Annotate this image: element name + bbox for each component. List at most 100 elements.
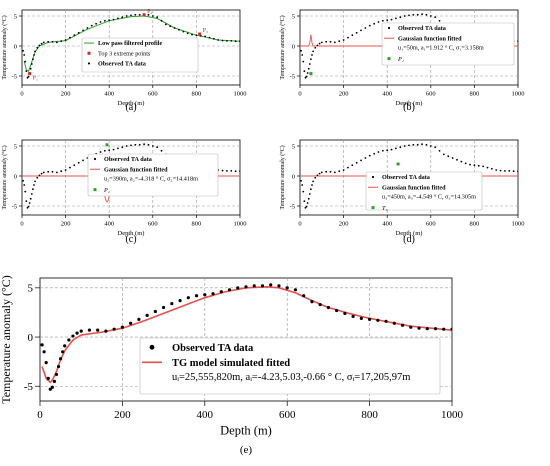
observed-point bbox=[147, 13, 150, 16]
x-tick-label: 400 bbox=[104, 221, 114, 228]
legend-entry: P₂ bbox=[103, 187, 110, 194]
observed-point bbox=[381, 149, 384, 152]
observed-point bbox=[121, 16, 124, 19]
y-tick-label: 5 bbox=[292, 13, 295, 20]
observed-point bbox=[42, 350, 46, 354]
y-tick-label: 0 bbox=[292, 43, 295, 50]
observed-point bbox=[252, 284, 256, 288]
observed-point bbox=[390, 18, 393, 21]
observed-point bbox=[325, 40, 328, 43]
observed-point bbox=[211, 292, 215, 296]
observed-point bbox=[112, 327, 116, 331]
observed-point bbox=[307, 67, 310, 70]
observed-point bbox=[244, 285, 248, 289]
observed-point bbox=[360, 29, 362, 32]
observed-point bbox=[477, 164, 480, 167]
observed-point bbox=[178, 28, 180, 31]
y-tick-label: 5 bbox=[14, 143, 17, 150]
y-tick-label: 5 bbox=[292, 143, 295, 150]
observed-point bbox=[303, 200, 306, 203]
observed-point bbox=[342, 39, 345, 41]
peak-marker bbox=[396, 162, 400, 166]
observed-point bbox=[473, 164, 476, 167]
observed-point bbox=[236, 286, 240, 290]
observed-point bbox=[517, 170, 518, 173]
observed-point bbox=[73, 34, 76, 37]
observed-point bbox=[320, 171, 323, 174]
legend-box bbox=[81, 37, 199, 73]
observed-point bbox=[355, 161, 358, 164]
observed-point bbox=[342, 169, 345, 171]
x-axis-label: Depth (m) bbox=[118, 100, 145, 107]
observed-point bbox=[442, 153, 445, 156]
observed-point bbox=[54, 372, 59, 377]
y-tick-label: 0 bbox=[292, 173, 295, 180]
x-tick-label: 1000 bbox=[512, 221, 525, 228]
observed-point bbox=[24, 190, 27, 193]
legend-entry: Observed TA data bbox=[382, 174, 430, 181]
observed-point bbox=[33, 54, 35, 56]
observed-point bbox=[226, 170, 228, 172]
observed-point bbox=[381, 19, 384, 22]
observed-point bbox=[48, 387, 52, 391]
observed-point bbox=[333, 171, 336, 174]
observed-point bbox=[64, 169, 67, 171]
observed-point bbox=[464, 162, 467, 165]
observed-point bbox=[308, 193, 311, 195]
observed-point bbox=[234, 40, 237, 43]
observed-point bbox=[156, 146, 159, 149]
plot-marks bbox=[22, 13, 240, 79]
observed-point bbox=[30, 63, 33, 65]
observed-point bbox=[51, 170, 54, 173]
observed-point bbox=[408, 14, 410, 17]
observed-point bbox=[36, 46, 39, 49]
observed-point bbox=[28, 202, 31, 204]
x-tick-label: 400 bbox=[382, 221, 392, 228]
legend-entry: Gaussian function fitted bbox=[104, 166, 168, 173]
observed-point bbox=[508, 170, 511, 172]
panel-e: 0 200 400 600 800 1000 5 0 -5 Depth (m) Temperatur… bbox=[0, 275, 464, 456]
observed-point bbox=[417, 326, 421, 330]
extreme-point-marker bbox=[28, 72, 32, 76]
observed-point bbox=[316, 44, 319, 47]
observed-point bbox=[34, 180, 36, 183]
observed-point bbox=[416, 13, 419, 16]
extreme-point-marker bbox=[142, 13, 146, 17]
observed-point bbox=[403, 15, 406, 17]
observed-point bbox=[412, 13, 415, 16]
observed-point bbox=[40, 42, 43, 45]
observed-point bbox=[27, 205, 30, 208]
y-tick-label: -5 bbox=[290, 203, 295, 210]
observed-point bbox=[302, 190, 305, 193]
x-tick-label: 600 bbox=[148, 91, 158, 98]
observed-point bbox=[90, 24, 93, 27]
peak-marker bbox=[105, 143, 109, 147]
legend-symbol-observed bbox=[387, 26, 391, 30]
y-tick-label: -5 bbox=[12, 203, 17, 210]
observed-point bbox=[390, 148, 393, 151]
observed-point bbox=[469, 163, 471, 166]
legend: Observed TA data TG model simulated fitte… bbox=[139, 337, 441, 395]
panel-label: (d) bbox=[403, 234, 415, 245]
observed-point bbox=[32, 188, 34, 191]
x-axis-label: Depth (m) bbox=[220, 424, 272, 438]
legend: Low pass filtered profile Top 3 extreme p… bbox=[81, 37, 199, 73]
observed-point bbox=[30, 193, 33, 195]
y-tick-label: 0 bbox=[28, 332, 34, 344]
observed-point bbox=[318, 172, 321, 175]
y-axis-label: Temperature anomaly (°C) bbox=[279, 15, 286, 79]
observed-point bbox=[227, 288, 232, 292]
observed-point bbox=[40, 172, 43, 175]
observed-point bbox=[160, 19, 163, 22]
observed-point bbox=[318, 42, 321, 45]
x-axis-label: Depth (m) bbox=[396, 100, 423, 107]
observed-point bbox=[125, 145, 128, 147]
observed-point bbox=[377, 151, 380, 153]
extreme-point-label: P₁ bbox=[33, 76, 38, 82]
observed-point bbox=[125, 15, 128, 17]
observed-point bbox=[239, 40, 240, 43]
observed-point bbox=[392, 321, 396, 325]
legend-entry: Observed TA data bbox=[398, 25, 446, 32]
observed-point bbox=[304, 206, 307, 209]
legend-entry: Observed TA data bbox=[98, 61, 146, 68]
